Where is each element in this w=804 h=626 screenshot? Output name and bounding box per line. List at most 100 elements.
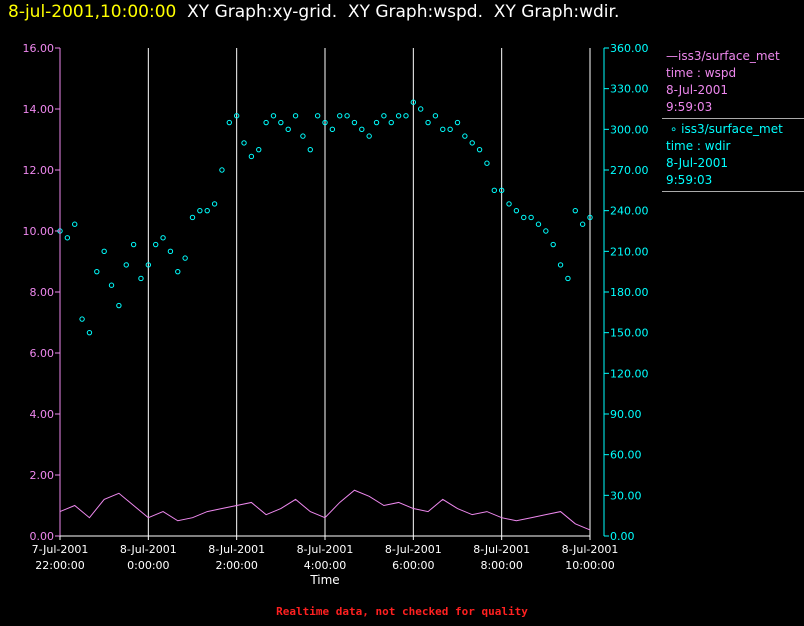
wdir-point	[381, 113, 387, 119]
wdir-point	[64, 235, 71, 241]
wdir-point	[211, 201, 218, 207]
legend-wspd-date: 8-Jul-2001	[666, 83, 728, 97]
x-axis-label: Time	[309, 573, 339, 587]
title-time: 8-jul-2001,10:00:00	[8, 2, 177, 22]
right-axis-tick-label: 90.00	[610, 408, 642, 421]
wdir-point	[403, 113, 409, 119]
axes: 0.00 2.00 4.00 6.00 8.00 10.00 12.00 14.00 16.00…	[23, 42, 649, 587]
left-axis-tick-label: 8.00	[30, 286, 55, 299]
right-axis-tick-label: 30.00	[610, 489, 642, 502]
wdir-point	[587, 214, 593, 221]
x-tick-date-label: 8-Jul-2001	[120, 543, 177, 556]
wdir-point	[152, 241, 159, 248]
wdir-point	[138, 275, 144, 282]
x-tick-time-label: 22:00:00	[35, 559, 84, 572]
legend-wspd-time: 9:59:03	[666, 100, 713, 114]
right-axis-tick-label: 180.00	[610, 286, 649, 299]
left-axis-tick-label: 14.00	[23, 103, 55, 116]
legend-wdir-var: time : wdir	[666, 139, 731, 153]
wdir-point	[557, 262, 564, 268]
wdir-point	[344, 113, 350, 119]
grid-layer	[59, 48, 591, 536]
wdir-point	[417, 106, 424, 112]
left-axis-tick-label: 2.00	[30, 469, 55, 482]
right-axis-tick-label: 240.00	[610, 205, 649, 218]
legend-wdir-date: 8-Jul-2001	[666, 156, 728, 170]
x-tick-date-label: 8-Jul-2001	[385, 543, 442, 556]
wdir-point	[72, 221, 78, 227]
wdir-point	[130, 241, 137, 248]
wdir-point	[322, 119, 328, 126]
wdir-point	[263, 119, 269, 126]
wdir-point	[145, 262, 152, 268]
wdir-point	[219, 167, 225, 173]
right-axis-tick-label: 360.00	[610, 42, 649, 55]
wdir-point	[359, 126, 365, 133]
wdir-point	[462, 133, 468, 139]
right-axis-tick-label: 150.00	[610, 327, 649, 340]
wdir-point	[175, 268, 181, 275]
wdir-point	[395, 113, 402, 119]
wdir-point	[94, 268, 100, 275]
left-axis-tick-label: 16.00	[23, 42, 55, 55]
wdir-point	[476, 146, 483, 153]
wdir-point	[373, 119, 380, 126]
x-tick-date-label: 8-Jul-2001	[562, 543, 619, 556]
wdir-point	[160, 235, 166, 241]
wdir-point	[292, 113, 299, 119]
left-axis-tick-label: 12.00	[23, 164, 55, 177]
legend-divider	[662, 191, 804, 192]
wdir-point	[528, 214, 534, 221]
wdir-point	[410, 99, 417, 105]
wdir-point	[454, 119, 461, 126]
right-axis-tick-label: 300.00	[610, 123, 649, 136]
wdir-point	[440, 126, 446, 133]
wdir-point	[278, 119, 284, 126]
wdir-point	[182, 255, 188, 261]
wdir-point	[300, 133, 306, 139]
left-axis-tick-label: 4.00	[30, 408, 55, 421]
x-tick-time-label: 10:00:00	[565, 559, 614, 572]
wdir-point	[79, 316, 85, 322]
wdir-point	[337, 113, 343, 119]
wdir-point	[425, 119, 431, 126]
left-axis-tick-label: 10.00	[23, 225, 55, 238]
left-axis-tick-label: 6.00	[30, 347, 55, 360]
legend-wspd-var: time : wspd	[666, 66, 737, 80]
wdir-point	[579, 221, 586, 227]
wdir-point	[86, 329, 93, 336]
wdir-point	[101, 248, 107, 255]
wdir-point	[351, 119, 358, 126]
title-wspd: XY Graph:wspd.	[347, 2, 483, 22]
wdir-point	[256, 146, 262, 153]
wdir-point	[116, 302, 122, 309]
wdir-point	[484, 160, 490, 166]
right-axis-tick-label: 270.00	[610, 164, 649, 177]
wdir-point	[491, 187, 498, 194]
wdir-point	[204, 207, 210, 214]
legend-wdir-name: iss3/surface_met	[681, 122, 783, 136]
right-axis-tick-label: 210.00	[610, 245, 649, 258]
legend-wdir-marker-icon: ∘	[666, 122, 682, 136]
wdir-series	[57, 99, 593, 336]
legend-wdir-time: 9:59:03	[666, 173, 713, 187]
wdir-point	[314, 113, 321, 119]
title-grid: XY Graph:xy-grid.	[187, 2, 338, 22]
left-axis-tick-label: 0.00	[30, 530, 55, 543]
legend-wspd-line-icon: —	[666, 49, 678, 63]
right-axis-tick-label: 0.00	[610, 530, 635, 543]
wdir-point	[535, 221, 542, 227]
legend-wdir: ∘ iss3/surface_met time : wdir 8-Jul-200…	[666, 121, 783, 189]
legend-wspd: —iss3/surface_met time : wspd 8-Jul-2001…	[666, 48, 780, 116]
wdir-point	[572, 207, 578, 214]
wdir-point	[506, 201, 512, 207]
right-axis-tick-label: 330.00	[610, 83, 649, 96]
wdir-point	[447, 126, 453, 133]
wdir-point	[521, 214, 527, 221]
wdir-point	[270, 113, 277, 119]
wspd-line	[59, 489, 591, 531]
wdir-point	[248, 153, 255, 160]
wdir-point	[543, 228, 549, 234]
wdir-point	[241, 140, 247, 146]
